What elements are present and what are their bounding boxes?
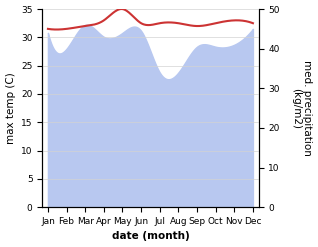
X-axis label: date (month): date (month) (112, 231, 189, 242)
Y-axis label: med. precipitation
(kg/m2): med. precipitation (kg/m2) (291, 60, 313, 156)
Y-axis label: max temp (C): max temp (C) (5, 72, 16, 144)
